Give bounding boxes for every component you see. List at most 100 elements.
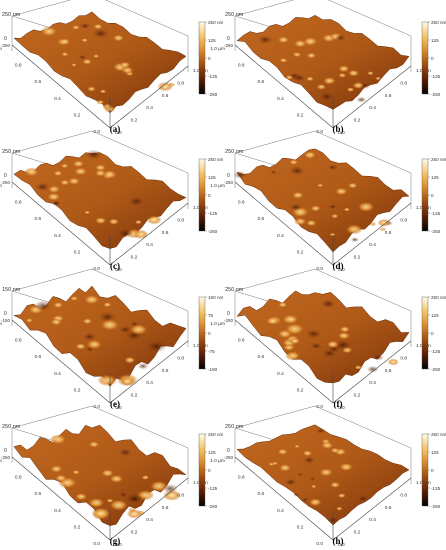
surface-grain (75, 343, 87, 350)
colorbar (198, 158, 206, 232)
x-tick-label: 0.8 (15, 338, 22, 344)
y-tick-label: 0.0 (115, 130, 122, 136)
colorbar-tick-label: -125 (431, 349, 441, 354)
colorbar-tick-label: -150 (208, 367, 218, 372)
surface-pit (316, 428, 326, 434)
surface-grain (343, 207, 351, 212)
surface-grain (279, 57, 288, 63)
x-tick-label: 0.6 (258, 354, 265, 360)
surface-grain (133, 229, 149, 239)
surface-grain (369, 222, 377, 226)
y-tick-label: 0.2 (131, 530, 138, 536)
y-tick-label: 0.6 (162, 93, 169, 99)
y-tick-label: 0.2 (131, 393, 138, 399)
y-tick-label: 0.4 (369, 517, 376, 523)
x-tick-label: 1.0 µm (0, 321, 2, 327)
y-tick-label: 0.2 (131, 255, 138, 261)
colorbar-tick-label: 0 (431, 331, 434, 336)
colorbar-tick-label: -250 (431, 229, 441, 234)
surface-grain (284, 351, 301, 361)
surface-pit (78, 54, 87, 60)
y-tick-label: 0.4 (146, 380, 153, 386)
colorbar-tick-label: 125 (208, 38, 216, 43)
surface-grain (82, 318, 93, 325)
x-tick-label: 0.2 (297, 249, 304, 255)
surface-grain (330, 481, 341, 488)
x-tick-label: 0.8 (238, 63, 245, 69)
colorbar-tick-label: -125 (208, 74, 218, 79)
x-tick-label: 0.0 (93, 541, 100, 547)
surface-grain (282, 314, 299, 325)
y-tick-label: 0.2 (131, 118, 138, 124)
x-tick-label: 0.2 (297, 112, 304, 118)
z-axis-zero-label: 0 (4, 311, 7, 317)
z-axis-zero-label: 0 (227, 173, 230, 179)
y-tick-label: 0.0 (338, 130, 345, 136)
surface-grain (129, 324, 148, 335)
y-tick-label: 0.8 (177, 217, 184, 223)
colorbar-tick-label: -250 (431, 92, 441, 97)
colorbar-tick-label: -250 (208, 229, 218, 234)
y-tick-label: 0.0 (115, 542, 122, 548)
surface-grain (310, 205, 322, 212)
surface-pit (328, 204, 337, 210)
surface-pit (357, 495, 369, 502)
x-tick-label: 0.8 (238, 475, 245, 481)
surface-pit (130, 321, 139, 327)
colorbar-tick-label: 250 nm (431, 20, 446, 25)
surface-pit (373, 354, 384, 361)
surface-grain (73, 167, 88, 176)
surface-grain (87, 86, 96, 92)
x-tick-label: 0.6 (258, 79, 265, 85)
surface-grain (157, 81, 173, 92)
x-tick-label: 1.0 µm (0, 46, 2, 52)
surface-grain (141, 475, 150, 480)
surface-grain (379, 227, 386, 232)
x-tick-label: 0.6 (35, 354, 42, 360)
y-tick-label: 0.4 (369, 105, 376, 111)
surface-grain (106, 498, 114, 503)
surface-grain (323, 77, 336, 85)
x-tick-label: 0.6 (35, 79, 42, 85)
surface-grain (71, 63, 77, 67)
surface-grain (305, 219, 317, 227)
colorbar-tick-label: -75 (208, 349, 215, 354)
surface-pit (119, 492, 128, 498)
colorbar-tick-label: -125 (431, 74, 441, 79)
surface-grain (306, 52, 317, 59)
surface-grain (82, 58, 93, 65)
surface-pit (350, 237, 360, 243)
surface-pit (233, 170, 247, 179)
x-tick-label: 0.0 (316, 541, 323, 547)
afm-panel-e: 150 nm0-1501.0 µm0.80.60.40.20.00.00.20.… (0, 268, 223, 412)
colorbar-tick-label: 125 (431, 450, 439, 455)
surface-grain (289, 159, 299, 165)
surface-grain (54, 474, 68, 482)
y-tick-label: 0.8 (400, 355, 407, 361)
surface-grain (347, 182, 358, 189)
z-axis-max-label: 250 nm (225, 287, 244, 293)
y-tick-label: 0.4 (146, 242, 153, 248)
surface-pit (292, 74, 306, 82)
colorbar (421, 158, 429, 232)
colorbar-tick-label: -125 (208, 211, 218, 216)
z-axis-zero-label: 0 (4, 448, 7, 454)
z-axis-max-label: 250 nm (2, 424, 21, 430)
colorbar-tick-label: 250 nm (431, 295, 446, 300)
surface-pit (92, 28, 109, 39)
colorbar-tick-label: 125 (208, 175, 216, 180)
surface-grain (102, 170, 118, 179)
x-tick-label: 0.2 (74, 249, 81, 255)
surface-grain (337, 65, 350, 73)
surface-grain (303, 151, 317, 159)
x-tick-label: 0.0 (316, 266, 323, 272)
x-tick-label: 0.2 (74, 387, 81, 393)
colorbar-tick-label: 250 nm (431, 432, 446, 437)
surface-grain (277, 36, 290, 44)
surface-pit (305, 329, 322, 339)
surface-grain (357, 201, 375, 213)
surface-pit (309, 477, 316, 481)
surface-topography (236, 290, 410, 384)
afm-3d-plot: 150 nm0-1501.0 µm0.80.60.40.20.00.00.20.… (0, 268, 223, 411)
